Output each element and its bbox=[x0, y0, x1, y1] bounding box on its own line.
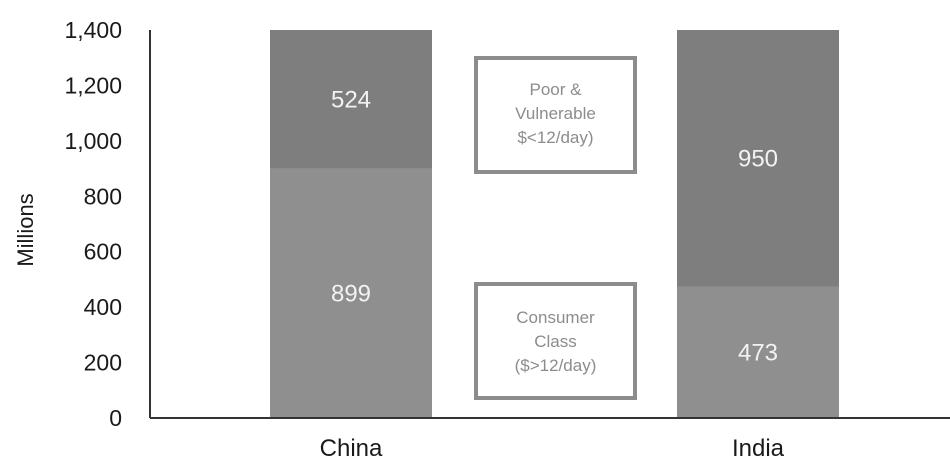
legend-box-consumer bbox=[474, 282, 637, 400]
y-tick-label: 1,000 bbox=[64, 128, 122, 154]
legend-box-poor bbox=[474, 56, 637, 174]
annotation-boxes: Poor & Vulnerable $<12/day) Consumer Class ($… bbox=[474, 56, 637, 400]
bar-segment-china-poor bbox=[270, 30, 432, 169]
legend-label-line: Consumer bbox=[516, 308, 595, 327]
x-category-label: India bbox=[732, 435, 785, 462]
y-tick-label: 400 bbox=[84, 294, 122, 320]
legend-label-line: Vulnerable bbox=[515, 104, 596, 123]
y-tick-label: 600 bbox=[84, 239, 122, 265]
bar-segment-india-poor bbox=[677, 30, 839, 287]
y-axis-label: Millions bbox=[13, 193, 38, 266]
x-category-label: China bbox=[320, 435, 383, 462]
legend-label-line: $<12/day) bbox=[517, 128, 593, 147]
bar-segment-india-consumer bbox=[677, 286, 839, 418]
bar-value-label: 473 bbox=[738, 339, 778, 366]
bar-segment-china-consumer bbox=[270, 168, 432, 418]
y-tick-label: 1,200 bbox=[64, 72, 122, 98]
y-tick-label: 1,400 bbox=[64, 17, 122, 43]
bar-value-label: 950 bbox=[738, 145, 778, 172]
y-tick-label: 800 bbox=[84, 183, 122, 209]
bars-group: 899 524 473 950 bbox=[270, 30, 839, 418]
y-tick-label: 0 bbox=[109, 405, 122, 431]
legend-label-line: ($>12/day) bbox=[515, 356, 597, 375]
legend-label-line: Poor & bbox=[530, 80, 583, 99]
x-categories-group: China India bbox=[320, 435, 785, 462]
y-tick-label: 200 bbox=[84, 350, 122, 376]
bar-value-label: 524 bbox=[331, 86, 371, 113]
y-ticks-group: 0 200 400 600 800 1,000 1,200 1,400 bbox=[64, 17, 122, 431]
legend-label-line: Class bbox=[534, 332, 577, 351]
bar-value-label: 899 bbox=[331, 280, 371, 307]
